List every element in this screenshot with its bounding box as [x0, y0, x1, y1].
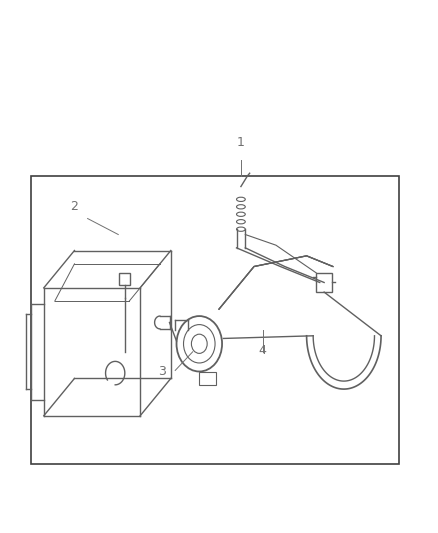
Bar	[316, 273, 332, 292]
Text: 2: 2	[71, 200, 78, 213]
Bar	[31, 176, 399, 464]
Text: 1: 1	[237, 136, 245, 149]
Text: 4: 4	[259, 344, 267, 357]
Bar	[199, 372, 216, 385]
Text: 3: 3	[158, 366, 166, 378]
Bar	[119, 273, 131, 285]
